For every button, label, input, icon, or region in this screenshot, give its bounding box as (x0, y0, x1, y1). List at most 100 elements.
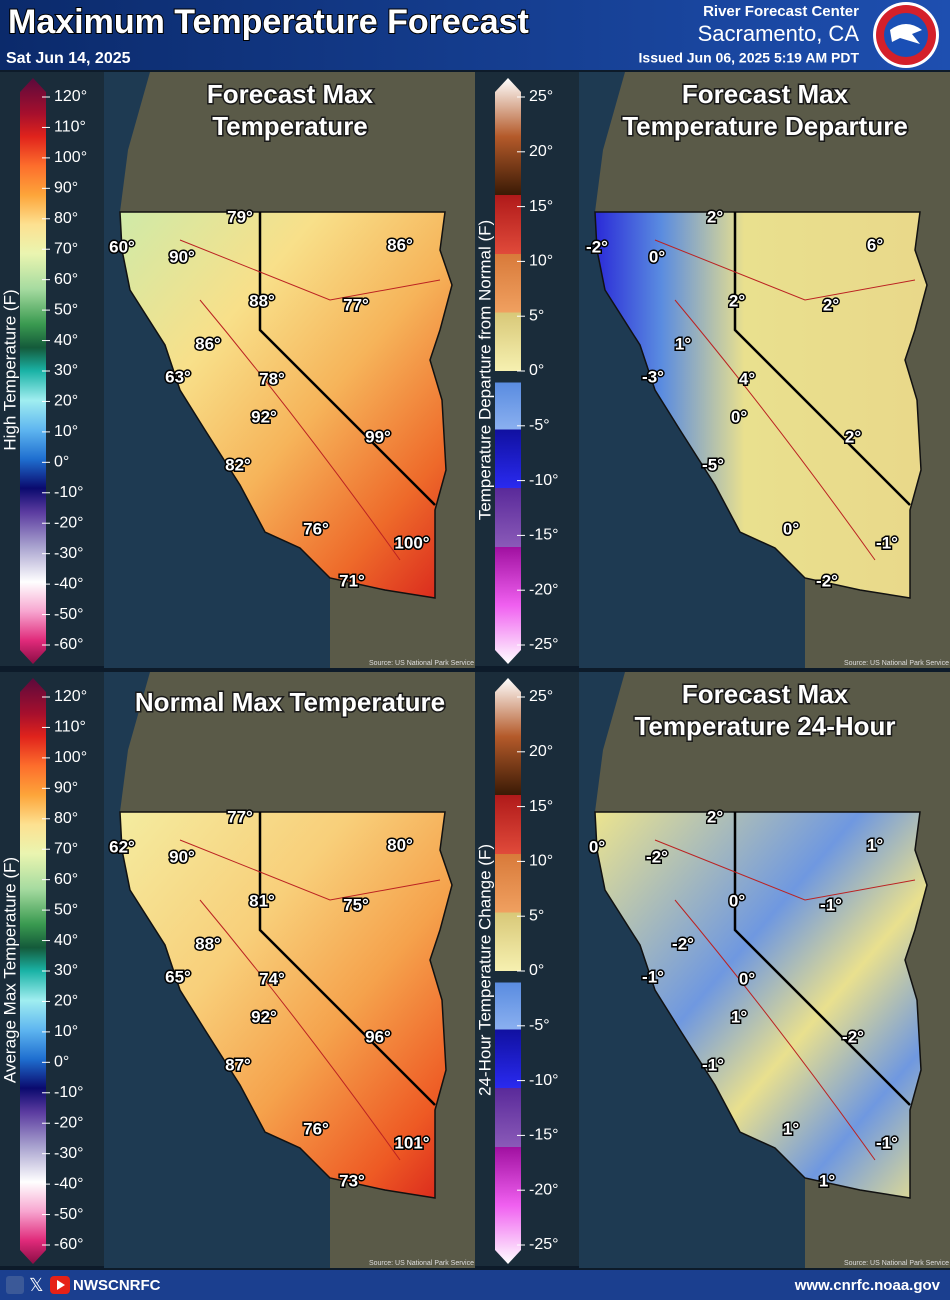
point-label: 92° (251, 1007, 277, 1026)
footer-bar (0, 1270, 950, 1300)
legend-panel (0, 672, 104, 1266)
highway (179, 839, 441, 1161)
legend-tick-label: 100° (54, 149, 87, 166)
point-label: 87° (225, 1055, 251, 1074)
point-label: 77° (343, 295, 369, 314)
legend-tick-label: -20° (54, 1114, 84, 1131)
legend-bar (20, 678, 46, 1264)
map-panel: 120° 110° 100° 90° 80° 70° 60° 50° 40° 30° 20° 10° 0… (0, 672, 475, 1268)
highway (654, 839, 916, 1161)
point-label: -1° (876, 1133, 898, 1152)
legend-tick-label: -60° (54, 1236, 84, 1253)
legend-tick-label: -20° (529, 1181, 559, 1198)
facebook-icon[interactable] (6, 1276, 24, 1294)
state-border (258, 212, 436, 506)
social-handle[interactable]: NWSCNRFC (73, 1277, 161, 1294)
legend-title: Average Max Temperature (F) (0, 857, 19, 1083)
youtube-play (57, 1280, 65, 1290)
legend-tick-label: 20° (54, 993, 78, 1010)
point-label: 81° (249, 891, 275, 910)
point-label: 96° (365, 1027, 391, 1046)
state-border (733, 812, 911, 1106)
legend-bar (20, 78, 46, 664)
legend-tick-label: 20° (54, 393, 78, 410)
legend-tick-label: 80° (54, 210, 78, 227)
legend-tick-label: 60° (54, 871, 78, 888)
legend-tick-label: -30° (54, 545, 84, 562)
forecast-area (594, 811, 928, 1199)
legend-tick-label: -60° (54, 636, 84, 653)
legend-tick-label: -40° (54, 575, 84, 592)
legend-tick-label: 30° (54, 962, 78, 979)
legend-tick-label: -30° (54, 1145, 84, 1162)
map-panel: 25° 20° 15° 10° 5° 0° -5° -10° -15° -20° -25° 24-Ho… (475, 672, 950, 1268)
legend-tick-label: 20° (529, 743, 553, 760)
legend-tick-label: 40° (54, 932, 78, 949)
point-label: 1° (731, 1007, 747, 1026)
legend-tick-label: 100° (54, 749, 87, 766)
legend-tick-label: -10° (529, 1072, 559, 1089)
legend-tick-label: -20° (529, 581, 559, 598)
point-label: 0° (731, 407, 747, 426)
legend-tick-label: 0° (54, 454, 69, 471)
source: Source: US National Park Service (369, 660, 474, 667)
panel-title: Normal Max Temperature (135, 687, 445, 717)
source: Source: US National Park Service (369, 1260, 474, 1267)
map-panel: 25° 20° 15° 10° 5° 0° -5° -10° -15° -20° -25° Tempe… (475, 72, 950, 668)
point-label: 65° (165, 967, 191, 986)
state-border (733, 212, 911, 506)
point-label: 76° (303, 1119, 329, 1138)
point-label: -1° (642, 967, 664, 986)
panel-title: Forecast Max (682, 679, 849, 709)
point-label: 71° (339, 571, 365, 590)
x-icon[interactable]: 𝕏 (29, 1275, 44, 1295)
legend-panel (475, 72, 579, 666)
point-label: -2° (672, 934, 694, 953)
point-label: 1° (819, 1171, 835, 1190)
header-bar (0, 0, 950, 70)
legend-tick-label: 0° (529, 962, 544, 979)
forecast-area (119, 211, 453, 599)
legend-tick-label: 0° (529, 362, 544, 379)
point-label: 90° (169, 247, 195, 266)
legend-title: High Temperature (F) (0, 289, 19, 450)
legend-tick-label: 120° (54, 688, 87, 705)
page-title: Maximum Temperature Forecast (8, 3, 529, 41)
point-label: 88° (249, 291, 275, 310)
source: Source: US National Park Service (844, 660, 949, 667)
point-label: 6° (867, 235, 883, 254)
point-label: 78° (259, 369, 285, 388)
point-label: 74° (259, 969, 285, 988)
highway (654, 239, 916, 561)
legend-panel (475, 672, 579, 1266)
forecast-area (594, 211, 928, 599)
ocean (104, 672, 330, 1268)
legend-tick-label: -5° (529, 1017, 550, 1034)
state-border (258, 812, 436, 1106)
legend-tick-label: 50° (54, 901, 78, 918)
point-label: 86° (195, 334, 221, 353)
point-label: 1° (675, 334, 691, 353)
legend-tick-label: -25° (529, 1236, 559, 1253)
point-label: 0° (729, 891, 745, 910)
map-panel: 120° 110° 100° 90° 80° 70° 60° 50° 40° 30° 20° 10° 0… (0, 72, 475, 668)
point-label: -2° (586, 237, 608, 256)
legend-bar (495, 678, 521, 1264)
point-label: -2° (646, 847, 668, 866)
point-label: 80° (387, 835, 413, 854)
point-label: 92° (251, 407, 277, 426)
legend-tick-label: 70° (54, 240, 78, 257)
legend-tick-label: 60° (54, 271, 78, 288)
panel-title: Temperature Departure (622, 111, 908, 141)
point-label: 1° (867, 835, 883, 854)
point-label: 2° (707, 207, 723, 226)
legend-tick-label: -15° (529, 1127, 559, 1144)
ocean (579, 72, 805, 668)
point-label: -1° (820, 895, 842, 914)
office: River Forecast Center (703, 3, 859, 20)
website[interactable]: www.cnrfc.noaa.gov (794, 1277, 941, 1294)
point-label: 76° (303, 519, 329, 538)
point-label: 4° (739, 369, 755, 388)
location: Sacramento, CA (698, 21, 860, 46)
